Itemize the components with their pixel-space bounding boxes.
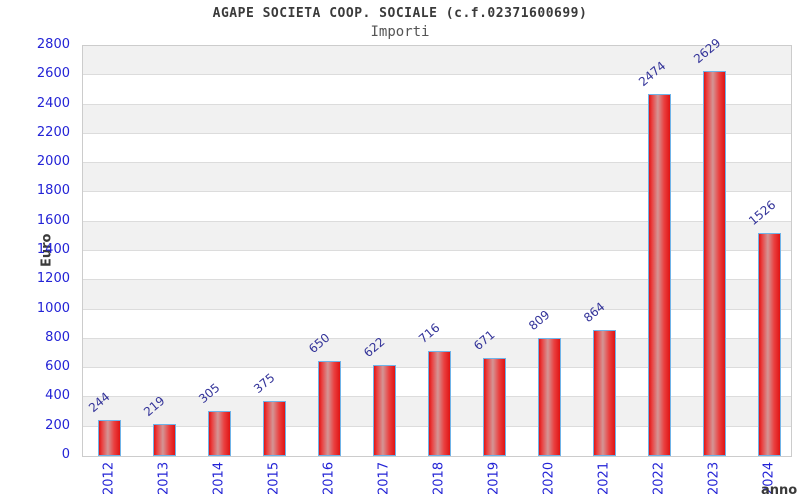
grid-band [83, 75, 791, 105]
x-axis-labels: 2012 2013 2014 2015 2016 2017 2018 2019 2020 2021… [82, 457, 790, 500]
gridline [83, 162, 791, 164]
y-tick-label: 200 [45, 417, 70, 433]
grid-band [83, 133, 791, 164]
x-tick-label: 2020 [541, 461, 556, 495]
y-tick-label: 1400 [36, 242, 70, 257]
chart-title: AGAPE SOCIETA COOP. SOCIALE (c.f.0237160… [212, 6, 588, 21]
gridline [83, 250, 791, 251]
grid-band [83, 309, 791, 339]
bar [153, 423, 176, 456]
x-tick-label: 2023 [706, 461, 721, 495]
gridline [83, 279, 791, 281]
x-tick-label: 2013 [156, 461, 171, 495]
y-tick-label: 2600 [36, 66, 70, 82]
gridline [83, 103, 791, 105]
x-tick-label: 2021 [596, 461, 611, 495]
y-tick-label: 1000 [36, 300, 70, 316]
gridline [83, 191, 791, 193]
bar [428, 351, 451, 456]
bar [208, 411, 231, 456]
bar [483, 357, 506, 456]
bar [318, 360, 341, 456]
y-tick-label: 1600 [36, 212, 70, 228]
bar [703, 71, 726, 456]
chart-subtitle: Importi [370, 24, 430, 40]
x-tick-label: 2012 [101, 461, 116, 495]
bar [593, 329, 616, 456]
grid-band [83, 104, 791, 134]
y-tick-label: 2800 [36, 37, 70, 52]
grid-band [83, 280, 791, 310]
x-tick-label: 2019 [486, 461, 501, 495]
x-tick-label: 2014 [211, 461, 226, 495]
gridline [83, 220, 791, 222]
grid-band [83, 251, 791, 281]
bar [758, 232, 781, 456]
y-tick-label: 2000 [36, 154, 70, 170]
x-tick-label: 2022 [651, 461, 666, 495]
gridline [83, 132, 791, 134]
y-tick-label: 0 [61, 447, 70, 462]
y-tick-label: 2200 [36, 124, 70, 140]
x-axis-title: anno [761, 483, 798, 498]
bar [538, 337, 561, 456]
y-tick-label: 800 [45, 329, 70, 345]
gridline [83, 74, 791, 76]
grid-band [83, 46, 791, 76]
grid-band [83, 192, 791, 222]
x-tick-label: 2016 [321, 461, 336, 495]
y-axis-ticks: 0 200 400 600 800 1000 1200 1400 1600 1800 2000 220… [0, 37, 76, 462]
bar [373, 364, 396, 456]
y-tick-label: 600 [45, 359, 70, 375]
y-tick-label: 2400 [36, 95, 70, 111]
y-tick-label: 1200 [36, 271, 70, 287]
bar [98, 420, 121, 456]
y-tick-label: 400 [45, 388, 70, 404]
grid-band [83, 163, 791, 193]
plot-area: 244 219 305 375 650 622 716 671 809 864 2474 2629 15… [82, 36, 792, 457]
bar [648, 93, 671, 456]
y-tick-label: 1800 [36, 183, 70, 199]
x-tick-label: 2018 [431, 461, 446, 495]
gridline [83, 337, 791, 339]
x-tick-label: 2015 [266, 461, 281, 495]
x-tick-label: 2017 [376, 461, 391, 495]
gridline [83, 308, 791, 310]
grid-band [83, 221, 791, 251]
bar [263, 401, 286, 456]
